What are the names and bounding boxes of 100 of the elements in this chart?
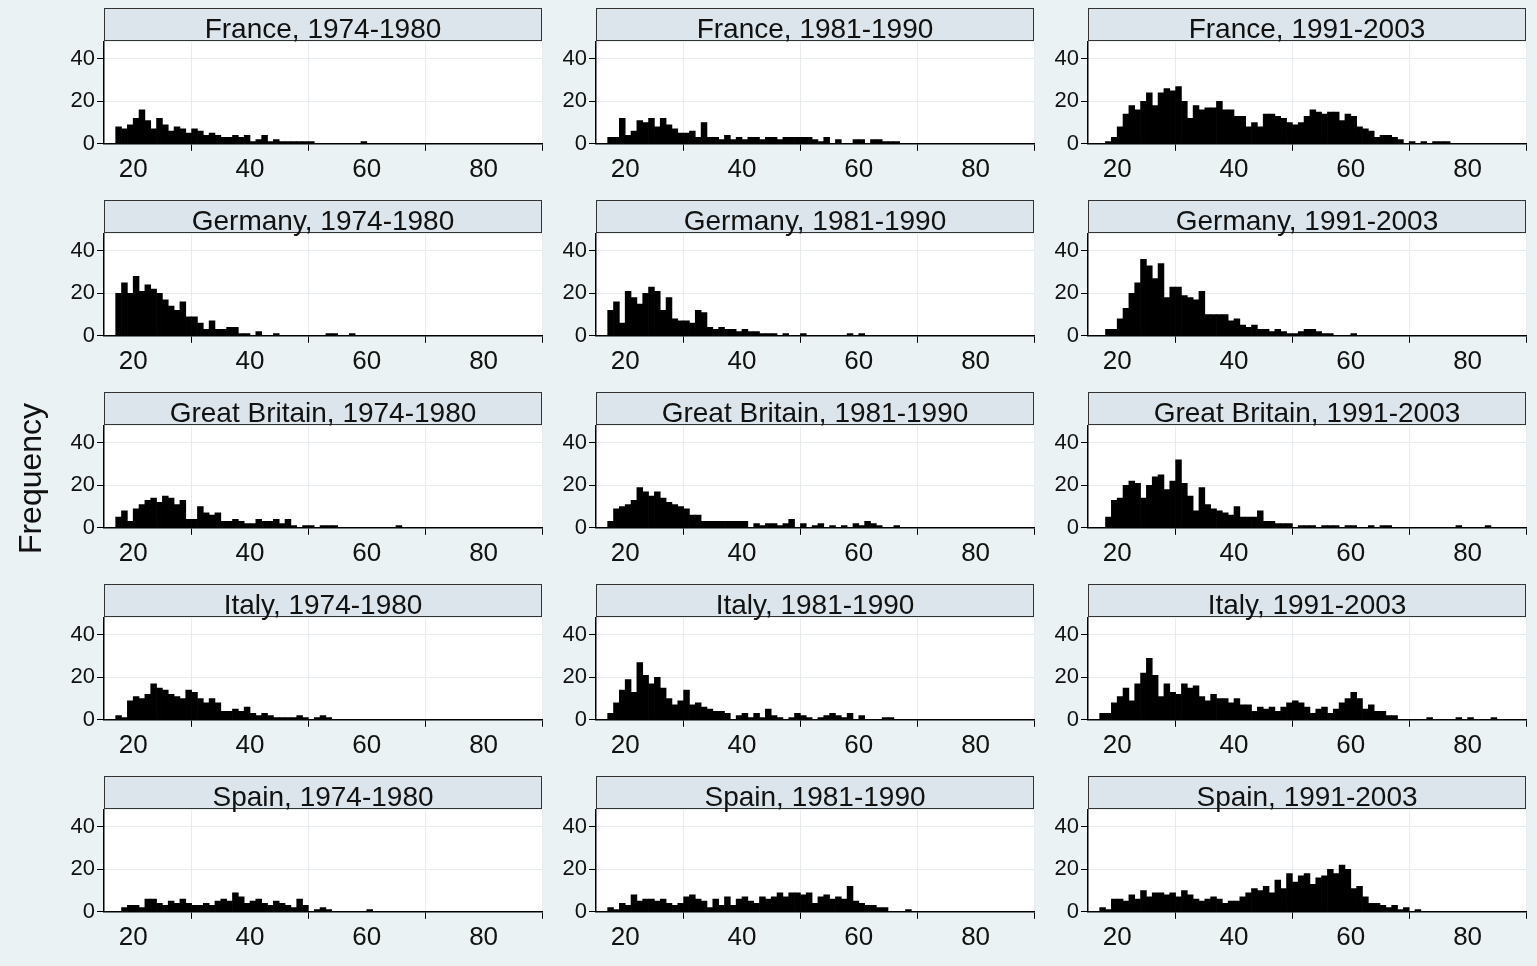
x-tick-label: 80 (1453, 728, 1483, 759)
x-tick-label: 20 (610, 920, 640, 951)
y-tick-label: 20 (1054, 87, 1079, 113)
chart-title: Great Britain, 1981-1990 (596, 392, 1034, 428)
y-tick-label: 0 (574, 129, 587, 155)
y-tick-label: 40 (562, 429, 587, 455)
y-tick-label: 40 (70, 429, 95, 455)
x-tick-label: 60 (844, 728, 874, 759)
y-tick-label: 20 (70, 279, 95, 305)
x-tick-label: 80 (961, 728, 991, 759)
x-tick-label: 60 (352, 920, 382, 951)
chart-title: Germany, 1974-1980 (104, 200, 542, 236)
x-tick-label: 20 (610, 152, 640, 183)
x-tick-label: 20 (610, 344, 640, 375)
x-tick-label: 40 (1219, 536, 1249, 567)
y-tick-label: 20 (562, 471, 587, 497)
x-tick-label: 40 (727, 920, 757, 951)
x-tick-label: 80 (469, 536, 499, 567)
x-tick-label: 60 (352, 152, 382, 183)
x-tick-label: 40 (1219, 152, 1249, 183)
x-tick-label: 60 (352, 728, 382, 759)
y-tick-label: 0 (574, 321, 587, 347)
x-tick-label: 20 (610, 536, 640, 567)
y-tick-label: 0 (82, 321, 95, 347)
y-tick-label: 0 (82, 897, 95, 923)
x-tick-label: 40 (1219, 728, 1249, 759)
y-tick-label: 0 (574, 897, 587, 923)
chart-title: Germany, 1981-1990 (596, 200, 1034, 236)
y-tick-label: 0 (1066, 705, 1079, 731)
x-tick-label: 20 (1102, 536, 1132, 567)
y-tick-label: 40 (70, 813, 95, 839)
x-tick-label: 80 (1453, 920, 1483, 951)
y-tick-label: 40 (562, 237, 587, 263)
y-tick-label: 40 (70, 45, 95, 71)
y-tick-label: 20 (70, 87, 95, 113)
y-tick-label: 0 (574, 513, 587, 539)
x-tick-label: 80 (961, 536, 991, 567)
x-tick-label: 60 (844, 920, 874, 951)
chart-title: France, 1974-1980 (104, 8, 542, 44)
x-tick-label: 40 (235, 344, 265, 375)
y-tick-label: 20 (1054, 471, 1079, 497)
x-tick-label: 80 (1453, 344, 1483, 375)
x-tick-label: 40 (235, 536, 265, 567)
y-tick-label: 20 (1054, 663, 1079, 689)
y-tick-label: 0 (82, 129, 95, 155)
x-tick-label: 60 (352, 344, 382, 375)
x-tick-label: 40 (727, 344, 757, 375)
y-tick-label: 40 (1054, 45, 1079, 71)
chart-title: Great Britain, 1991-2003 (1088, 392, 1526, 428)
x-tick-label: 40 (235, 728, 265, 759)
y-tick-label: 20 (562, 663, 587, 689)
x-tick-label: 60 (1336, 536, 1366, 567)
chart-title: Italy, 1981-1990 (596, 584, 1034, 620)
x-tick-label: 20 (610, 728, 640, 759)
chart-title: Germany, 1991-2003 (1088, 200, 1526, 236)
y-tick-label: 40 (1054, 813, 1079, 839)
chart-title: Italy, 1991-2003 (1088, 584, 1526, 620)
y-tick-label: 40 (1054, 621, 1079, 647)
x-tick-label: 20 (118, 536, 148, 567)
y-tick-label: 20 (562, 855, 587, 881)
chart-title: France, 1991-2003 (1088, 8, 1526, 44)
x-tick-label: 60 (844, 344, 874, 375)
x-tick-label: 40 (727, 152, 757, 183)
y-tick-label: 40 (562, 45, 587, 71)
x-tick-label: 80 (1453, 536, 1483, 567)
x-tick-label: 20 (118, 728, 148, 759)
chart-title: Spain, 1981-1990 (596, 776, 1034, 812)
y-tick-label: 0 (1066, 513, 1079, 539)
x-tick-label: 40 (235, 152, 265, 183)
x-tick-label: 60 (352, 536, 382, 567)
x-tick-label: 60 (1336, 728, 1366, 759)
x-tick-label: 20 (118, 344, 148, 375)
x-tick-label: 60 (844, 536, 874, 567)
y-tick-label: 40 (562, 621, 587, 647)
y-tick-label: 0 (1066, 897, 1079, 923)
x-tick-label: 80 (1453, 152, 1483, 183)
x-tick-label: 60 (844, 152, 874, 183)
y-tick-label: 0 (574, 705, 587, 731)
x-tick-label: 20 (118, 920, 148, 951)
x-tick-label: 20 (1102, 152, 1132, 183)
y-tick-label: 40 (1054, 429, 1079, 455)
x-tick-label: 40 (1219, 920, 1249, 951)
y-tick-label: 0 (82, 705, 95, 731)
x-tick-label: 60 (1336, 152, 1366, 183)
y-tick-label: 20 (1054, 855, 1079, 881)
x-tick-label: 80 (469, 920, 499, 951)
y-tick-label: 20 (1054, 279, 1079, 305)
y-tick-label: 40 (1054, 237, 1079, 263)
x-tick-label: 80 (469, 152, 499, 183)
x-tick-label: 80 (469, 728, 499, 759)
x-tick-label: 20 (1102, 344, 1132, 375)
x-tick-label: 80 (469, 344, 499, 375)
x-tick-label: 40 (1219, 344, 1249, 375)
chart-title: France, 1981-1990 (596, 8, 1034, 44)
x-tick-label: 80 (961, 152, 991, 183)
y-tick-label: 0 (82, 513, 95, 539)
chart-title: Great Britain, 1974-1980 (104, 392, 542, 428)
x-tick-label: 20 (1102, 728, 1132, 759)
y-tick-label: 40 (70, 621, 95, 647)
x-tick-label: 80 (961, 920, 991, 951)
